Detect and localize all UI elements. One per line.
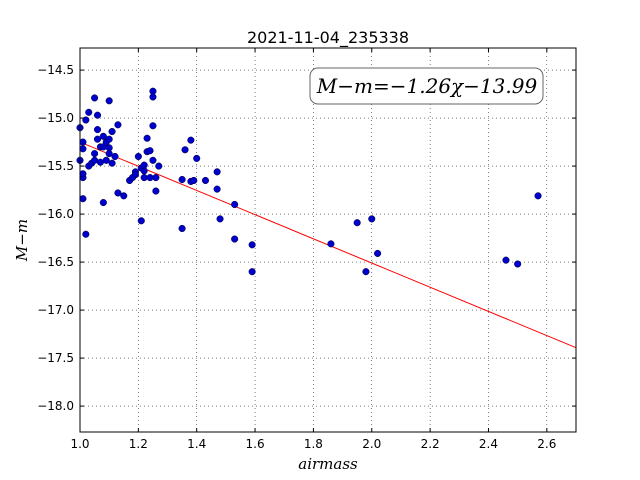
data-point <box>149 156 157 164</box>
x-tick-label: 2.6 <box>537 437 556 451</box>
grid-lines <box>79 48 576 432</box>
data-point <box>152 174 160 182</box>
data-point <box>85 108 93 116</box>
data-point <box>102 156 110 164</box>
data-point <box>368 215 376 223</box>
data-point <box>111 152 119 161</box>
data-point <box>79 145 87 153</box>
data-point <box>99 132 107 140</box>
data-point <box>134 152 142 161</box>
data-point <box>114 189 122 197</box>
data-point <box>181 146 189 154</box>
data-point <box>231 200 239 209</box>
data-point <box>190 176 198 185</box>
data-point <box>534 192 542 200</box>
x-tick-label: 1.0 <box>70 437 89 451</box>
x-tick-label: 2.4 <box>479 437 498 451</box>
data-point <box>201 176 210 185</box>
data-points <box>76 87 542 276</box>
axis-ticks <box>79 48 576 432</box>
y-tick-labels: −14.5 −15.0 −15.5 −16.0 −16.5 −17.0 −17.5 −18.0 <box>37 63 74 413</box>
data-point <box>193 154 201 162</box>
data-point <box>108 159 116 167</box>
equation-box-frame <box>309 67 544 105</box>
data-point <box>327 240 335 248</box>
y-tick-label: −18.0 <box>37 399 74 413</box>
data-point <box>146 147 154 155</box>
data-point <box>213 168 221 176</box>
data-point <box>93 111 102 119</box>
x-tick-label: 2.0 <box>362 437 381 451</box>
equation-box: M−m=−1.26χ−13.99 <box>309 67 544 105</box>
x-axis-label: airmass <box>298 455 358 473</box>
data-point <box>213 185 221 193</box>
y-axis-label: M−m <box>13 219 31 262</box>
data-point <box>79 195 87 203</box>
data-point <box>502 256 510 264</box>
data-point <box>231 235 239 243</box>
data-point <box>155 162 163 170</box>
data-point <box>248 241 256 249</box>
data-point <box>82 230 90 238</box>
data-point <box>114 121 122 129</box>
data-point <box>149 93 157 101</box>
y-tick-label: −14.5 <box>37 63 74 77</box>
x-tick-label: 2.2 <box>421 437 440 451</box>
data-point <box>353 219 361 227</box>
x-tick-labels: 1.0 1.2 1.4 1.6 1.8 2.0 2.2 2.4 2.6 <box>70 437 556 451</box>
x-tick-label: 1.8 <box>304 437 323 451</box>
data-point <box>99 199 107 207</box>
data-point <box>105 135 113 143</box>
data-point <box>374 249 382 257</box>
data-point <box>105 97 113 105</box>
data-point <box>149 122 157 130</box>
data-point <box>248 268 256 276</box>
y-tick-label: −17.0 <box>37 303 74 317</box>
data-point <box>93 126 102 134</box>
y-tick-label: −16.5 <box>37 255 74 269</box>
data-point <box>120 192 128 200</box>
data-point <box>362 268 370 276</box>
data-point <box>91 94 99 102</box>
plot-area <box>80 48 576 432</box>
data-point <box>143 134 151 142</box>
x-tick-label: 1.2 <box>129 437 148 451</box>
data-point <box>93 135 102 143</box>
data-point <box>152 187 160 195</box>
data-point <box>514 260 522 268</box>
y-tick-label: −15.0 <box>37 111 74 125</box>
data-point <box>187 136 195 144</box>
chart-title: 2021-11-04_235338 <box>247 28 409 48</box>
y-tick-label: −16.0 <box>37 207 74 221</box>
data-point <box>108 127 116 136</box>
data-point <box>140 161 148 169</box>
equation-text: M−m=−1.26χ−13.99 <box>316 74 538 98</box>
data-point <box>178 175 186 184</box>
data-point <box>91 150 99 158</box>
data-point <box>216 215 224 223</box>
x-tick-label: 1.4 <box>187 437 206 451</box>
data-point <box>79 138 87 146</box>
data-point <box>178 224 186 233</box>
data-point <box>137 217 145 225</box>
data-point <box>131 171 139 179</box>
y-tick-label: −17.5 <box>37 351 74 365</box>
data-point <box>82 116 90 124</box>
data-point <box>79 170 87 178</box>
x-tick-label: 1.6 <box>246 437 265 451</box>
y-tick-label: −15.5 <box>37 159 74 173</box>
plot-frame <box>79 47 577 433</box>
data-point <box>105 150 113 158</box>
